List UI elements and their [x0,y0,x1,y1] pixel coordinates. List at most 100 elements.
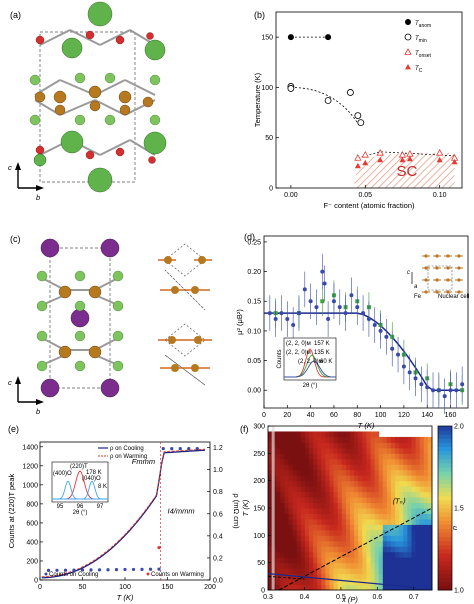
heatmap-cell [407,486,412,493]
heatmap-cell [399,458,404,465]
structure-inset-bg [404,248,464,302]
heatmap-cell [415,502,421,509]
heatmap-cell [419,557,425,564]
heatmap-cell [378,557,384,564]
heatmap-cell [382,458,388,465]
heatmap-cell [280,453,285,460]
heatmap-cell [337,546,343,553]
heatmap-cell [382,579,388,586]
heatmap-cell [276,568,281,575]
heatmap-cell [350,442,355,449]
heatmap-cell [391,436,396,443]
heatmap-cell [288,436,294,443]
blue-point [279,311,284,316]
heatmap-cell [362,502,367,509]
heatmap-cell [403,436,408,443]
heatmap-cell [288,573,294,580]
heatmap-cell [378,518,384,525]
heatmap-gap-stripe [271,426,275,590]
heatmap-cell [341,480,347,487]
heatmap-cell [292,436,298,443]
heatmap-cell [304,529,310,536]
heatmap-cell [325,486,330,493]
heatmap-cell [288,480,294,487]
heatmap-cell [399,524,404,531]
heatmap-cell [296,540,302,547]
heatmap-cell [366,469,371,476]
y-tick-label: 150 [253,506,265,513]
heatmap-cell [292,491,298,498]
heatmap-cell [341,546,347,553]
x-tick-label: 0.7 [409,594,419,601]
heatmap-cell [366,436,371,443]
colorbar-label: n [450,526,459,530]
heatmap-cell [288,557,294,564]
heatmap-cell [407,535,412,542]
heatmap-cell [391,491,396,498]
heatmap-cell [391,551,396,558]
heatmap-cell [423,529,429,536]
heatmap-cell [358,573,363,580]
heatmap-cell [419,475,425,482]
heatmap-cell [395,469,400,476]
heatmap-cell [423,518,429,525]
heatmap-cell [419,453,425,460]
panel-f-label: (f) [240,424,249,434]
heatmap-cell [296,551,302,558]
heatmap-cell [407,551,412,558]
heatmap-cell [317,540,322,547]
heatmap-cell [321,584,326,591]
heatmap-cell [382,508,388,514]
x-axis-label: F⁻ content (atomic fraction) [323,201,415,210]
heatmap-cell [350,436,355,443]
heatmap-cell [337,508,343,514]
heatmap-cell [337,551,343,558]
heatmap-cell [333,480,339,487]
y-right-tick-label: 0.0 [213,578,223,585]
heatmap-cell [317,584,322,591]
heatmap-cell [325,502,330,509]
heatmap-cell [309,513,314,520]
heatmap-cell [304,551,310,558]
colorbar-segment [438,467,452,472]
heatmap-cell [333,447,339,454]
heatmap-cell [321,513,326,520]
heatmap-cell [268,475,273,482]
heatmap-cell [280,529,285,536]
heatmap-cell [321,486,326,493]
heatmap-cell [354,431,359,438]
heatmap-cell [378,540,384,547]
heatmap-cell [419,502,425,509]
heatmap-cell [321,568,326,575]
heatmap-cell [304,442,310,449]
heatmap-cell [321,551,326,558]
heatmap-cell [395,584,400,591]
heatmap-cell [317,524,322,531]
heatmap-cell [280,535,285,542]
heatmap-cell [321,453,326,460]
counts-cooling-point [55,568,59,572]
heatmap-cell [395,442,400,449]
x-tick-label: 80 [353,412,361,419]
heatmap-cell [374,568,380,575]
heatmap-cell [313,584,318,591]
heatmap-cell [300,568,306,575]
heatmap-cell [415,529,421,536]
heatmap-cell [415,480,421,487]
heatmap-cell [395,568,400,575]
heatmap-cell [386,546,392,553]
fe-site [457,278,461,282]
heatmap-cell [399,573,404,580]
heatmap-cell [350,480,355,487]
oxygen-atoms [35,30,156,164]
heatmap-cell [358,551,363,558]
heatmap-cell [411,502,417,509]
heatmap-cell [354,453,359,460]
heatmap-cell [350,584,355,591]
heatmap-cell [296,469,302,476]
heatmap-cell [292,524,298,531]
fe-site [435,266,439,270]
heatmap-cell [419,497,425,504]
heatmap-cell [333,508,339,514]
structure-axis-c: c [407,270,410,276]
